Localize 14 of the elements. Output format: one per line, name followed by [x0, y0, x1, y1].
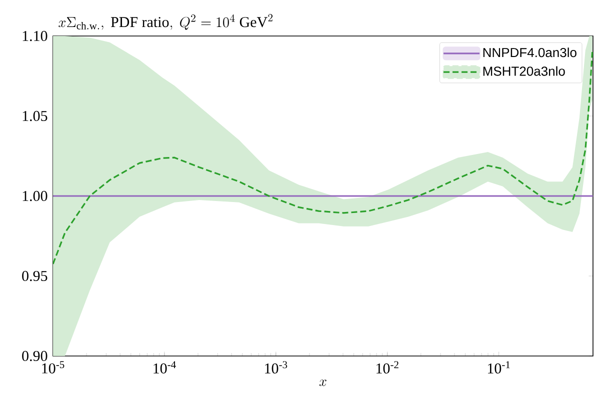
- x-tick-label: 10$^{-4}$: [154, 361, 176, 374]
- chart-title: $x\Sigma_{\rm ch.w.},\ \mathrm{PDF\ ratio},\ Q^2=10^4\ \mathrm{GeV}^2$: [58, 14, 273, 30]
- y-tick-label: 0.90: [22, 350, 48, 362]
- x-tick-label: 10$^{-5}$: [42, 361, 64, 374]
- y-tick-label: 1.05: [22, 110, 48, 122]
- x-tick-label: 10$^{-2}$: [376, 361, 398, 374]
- x-tick-label: 10$^{-1}$: [488, 361, 510, 374]
- legend-label: NNPDF4.0an3lo: [483, 48, 576, 58]
- x-tick-label: 10$^{-3}$: [265, 361, 288, 374]
- legend-label: MSHT20a3nlo: [483, 66, 565, 76]
- x-axis-title: $x$: [319, 380, 326, 386]
- y-tick-label: 0.95: [22, 270, 48, 282]
- y-tick-label: 1.10: [22, 30, 48, 42]
- y-tick-label: 1.00: [22, 190, 48, 202]
